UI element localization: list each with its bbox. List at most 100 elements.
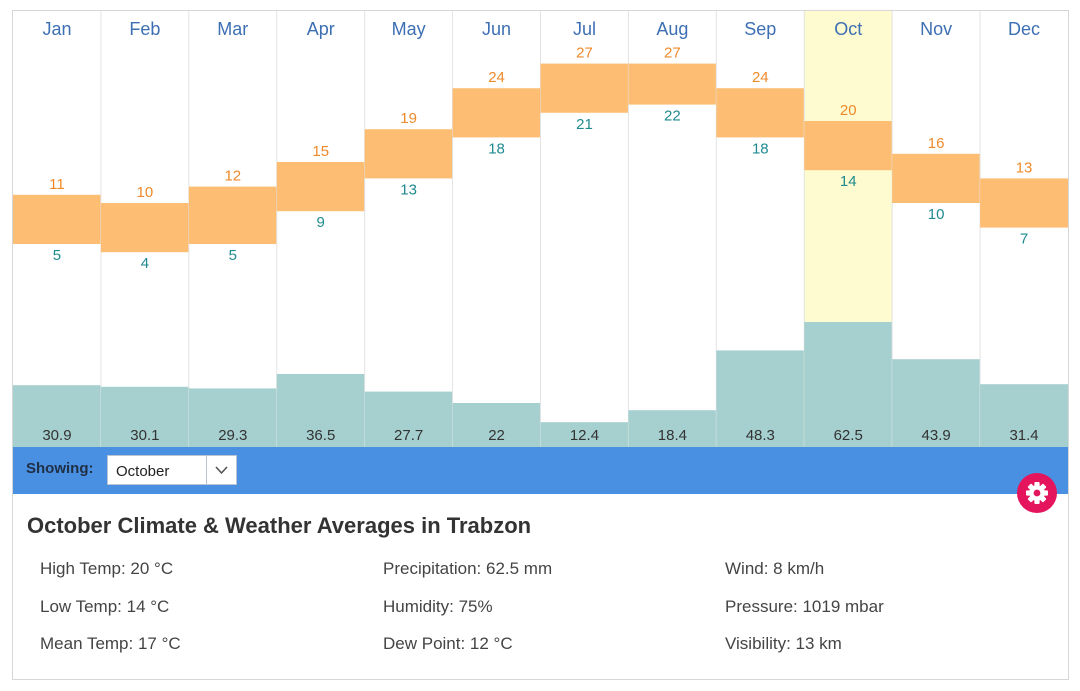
temperature-range-bar (628, 63, 717, 105)
month-label: Apr (307, 19, 335, 39)
precipitation-bar (13, 385, 101, 447)
temperature-range-bar (276, 162, 365, 212)
low-temp-label: 21 (576, 116, 593, 133)
temperature-range-bar (980, 178, 1068, 228)
month-column[interactable]: Jan 30.9 11 5 (13, 11, 101, 447)
month-column-background (452, 11, 541, 447)
high-temp-label: 20 (840, 102, 857, 119)
month-label: Jan (42, 19, 71, 39)
high-temp-label: 16 (928, 135, 945, 152)
month-label: Aug (656, 19, 688, 39)
month-label: Feb (129, 19, 160, 39)
low-temp-label: 13 (400, 181, 417, 198)
high-temp-label: 12 (224, 168, 241, 185)
month-column[interactable]: Jun 22 24 18 (452, 11, 541, 447)
month-column[interactable]: Jul 12.4 27 21 (540, 11, 629, 447)
month-label: Jun (482, 19, 511, 39)
month-label: Mar (217, 19, 248, 39)
precipitation-label: 27.7 (394, 427, 423, 444)
precipitation-label: 62.5 (834, 427, 863, 444)
month-column-background (364, 11, 453, 447)
temperature-range-bar (892, 153, 981, 203)
month-label: Nov (920, 19, 952, 39)
high-temp-label: 27 (576, 45, 593, 62)
low-temp-label: 10 (928, 206, 945, 223)
month-column-background (980, 11, 1068, 447)
precipitation-bar (100, 386, 189, 447)
low-temp-label: 14 (840, 173, 857, 190)
precipitation-stat: Precipitation: 62.5 mm (383, 559, 553, 578)
low-temp-label: 22 (664, 108, 681, 125)
showing-label: Showing: (26, 460, 94, 477)
settings-button[interactable] (1017, 473, 1057, 513)
chevron-down-icon[interactable] (206, 456, 236, 484)
precipitation-label: 36.5 (306, 427, 335, 444)
temperature-range-bar (804, 121, 893, 171)
visibility-stat: Visibility: 13 km (725, 634, 842, 653)
high-temp-label: 27 (664, 45, 681, 62)
precipitation-bar (188, 388, 277, 447)
details-title: October Climate & Weather Averages in Tr… (27, 513, 532, 538)
month-column[interactable]: Oct 62.5 20 14 (803, 11, 893, 447)
precipitation-label: 31.4 (1009, 427, 1038, 444)
precipitation-label: 48.3 (746, 427, 775, 444)
climate-chart: Jan 30.9 11 5 Feb 30.1 10 4 Mar 29.3 12 5 Apr 36.5 15 9… (13, 11, 1068, 447)
precipitation-bar (716, 350, 805, 447)
month-label: Jul (573, 19, 596, 39)
high-temp-label: 24 (488, 69, 505, 86)
month-column[interactable]: Aug 18.4 27 22 (627, 11, 717, 447)
high-temp-label: 10 (137, 184, 154, 201)
low-temp-stat: Low Temp: 14 °C (40, 597, 170, 616)
temperature-range-bar (364, 129, 453, 179)
precipitation-label: 29.3 (218, 427, 247, 444)
precipitation-bar (980, 384, 1068, 447)
temperature-range-bar (540, 63, 629, 113)
month-column[interactable]: Apr 36.5 15 9 (276, 11, 365, 447)
high-temp-label: 24 (752, 69, 769, 86)
precipitation-label: 18.4 (658, 427, 687, 444)
precipitation-bar (364, 391, 453, 447)
low-temp-label: 18 (488, 140, 505, 157)
precipitation-label: 30.1 (130, 427, 159, 444)
precipitation-bar (892, 359, 981, 447)
high-temp-label: 15 (312, 143, 329, 160)
month-column[interactable]: May 27.7 19 13 (364, 11, 453, 447)
climate-widget: Jan 30.9 11 5 Feb 30.1 10 4 Mar 29.3 12 5 Apr 36.5 15 9… (12, 10, 1069, 680)
month-selector-bar: Showing: October (13, 447, 1068, 494)
precipitation-label: 22 (488, 427, 505, 444)
precipitation-label: 30.9 (42, 427, 71, 444)
high-temp-label: 19 (400, 110, 417, 127)
low-temp-label: 18 (752, 140, 769, 157)
high-temp-stat: High Temp: 20 °C (40, 559, 174, 578)
month-label: May (392, 19, 426, 39)
temperature-range-bar (100, 203, 189, 253)
high-temp-label: 13 (1016, 159, 1033, 176)
pressure-stat: Pressure: 1019 mbar (725, 597, 884, 616)
precipitation-label: 43.9 (922, 427, 951, 444)
month-column[interactable]: Feb 30.1 10 4 (100, 11, 189, 447)
precipitation-bar (452, 403, 541, 447)
month-column[interactable]: Mar 29.3 12 5 (188, 11, 277, 447)
month-select[interactable]: October (107, 455, 237, 485)
temperature-range-bar (716, 88, 805, 138)
low-temp-label: 4 (141, 255, 149, 272)
month-label: Oct (834, 19, 862, 39)
month-column[interactable]: Dec 31.4 13 7 (979, 11, 1068, 447)
dew-point-stat: Dew Point: 12 °C (383, 634, 513, 653)
precipitation-bar (804, 322, 893, 447)
month-column[interactable]: Nov 43.9 16 10 (891, 11, 981, 447)
gear-icon (1026, 482, 1048, 504)
precipitation-label: 12.4 (570, 427, 599, 444)
temperature-range-bar (452, 88, 541, 138)
precipitation-bar (540, 422, 629, 447)
low-temp-label: 9 (317, 214, 325, 231)
precipitation-bar (276, 374, 365, 447)
temperature-range-bar (188, 186, 277, 244)
temperature-range-bar (13, 194, 101, 244)
month-column[interactable]: Sep 48.3 24 18 (715, 11, 805, 447)
low-temp-label: 5 (229, 247, 237, 264)
low-temp-label: 5 (53, 247, 61, 264)
month-label: Dec (1008, 19, 1040, 39)
low-temp-label: 7 (1020, 231, 1028, 248)
month-select-value: October (116, 463, 170, 480)
